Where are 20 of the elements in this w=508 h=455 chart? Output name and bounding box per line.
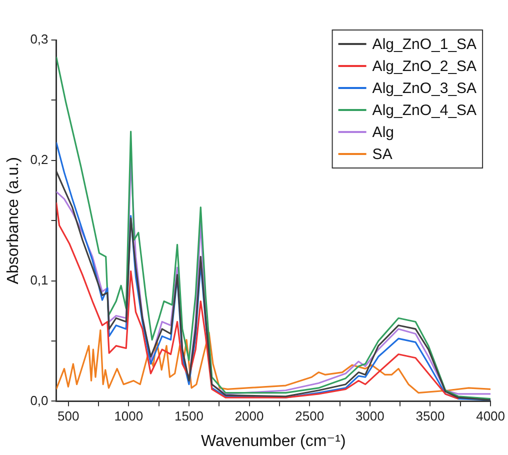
- y-tick-label: 0,3: [30, 32, 48, 47]
- x-tick-label: 3500: [416, 408, 445, 424]
- x-axis-title: Wavenumber (cm⁻¹): [201, 432, 346, 450]
- y-tick-label: 0,2: [30, 152, 48, 167]
- legend-label: Alg_ZnO_2_SA: [372, 58, 477, 76]
- x-tick-label: 2000: [234, 408, 264, 424]
- legend-label: Alg_ZnO_3_SA: [372, 80, 477, 98]
- x-tick-label: 2500: [295, 408, 324, 424]
- legend-label: Alg_ZnO_1_SA: [372, 36, 477, 54]
- x-tick-label: 3000: [355, 408, 384, 424]
- y-tick-label: 0,1: [30, 272, 48, 288]
- y-axis-title: Absorbance (a.u.): [5, 157, 22, 284]
- legend-label: SA: [372, 146, 392, 164]
- x-tick-label: 1000: [114, 408, 144, 424]
- y-tick-label: 0,0: [30, 392, 48, 408]
- legend-label: Alg: [372, 124, 394, 142]
- x-tick-label: 4000: [476, 408, 505, 424]
- legend-label: Alg_ZnO_4_SA: [372, 102, 477, 120]
- x-tick-label: 1500: [174, 408, 204, 424]
- x-tick-label: 500: [57, 408, 80, 424]
